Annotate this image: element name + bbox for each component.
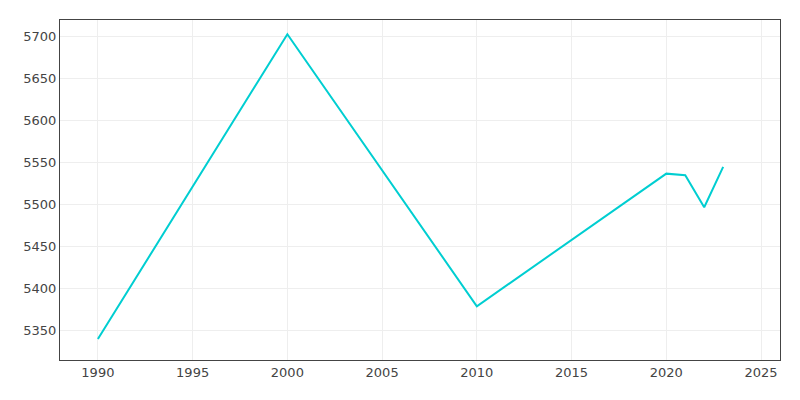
svg-text:5600: 5600 (23, 113, 56, 128)
svg-text:5450: 5450 (23, 239, 56, 254)
svg-text:1990: 1990 (81, 365, 114, 380)
svg-text:5700: 5700 (23, 29, 56, 44)
svg-text:5400: 5400 (23, 281, 56, 296)
svg-text:2010: 2010 (460, 365, 493, 380)
svg-text:1995: 1995 (176, 365, 209, 380)
svg-text:2020: 2020 (650, 365, 683, 380)
svg-text:5350: 5350 (23, 323, 56, 338)
svg-text:2005: 2005 (366, 365, 399, 380)
svg-text:5650: 5650 (23, 71, 56, 86)
svg-text:2000: 2000 (271, 365, 304, 380)
svg-text:2015: 2015 (555, 365, 588, 380)
svg-text:5550: 5550 (23, 155, 56, 170)
svg-text:2025: 2025 (745, 365, 778, 380)
svg-text:5500: 5500 (23, 197, 56, 212)
